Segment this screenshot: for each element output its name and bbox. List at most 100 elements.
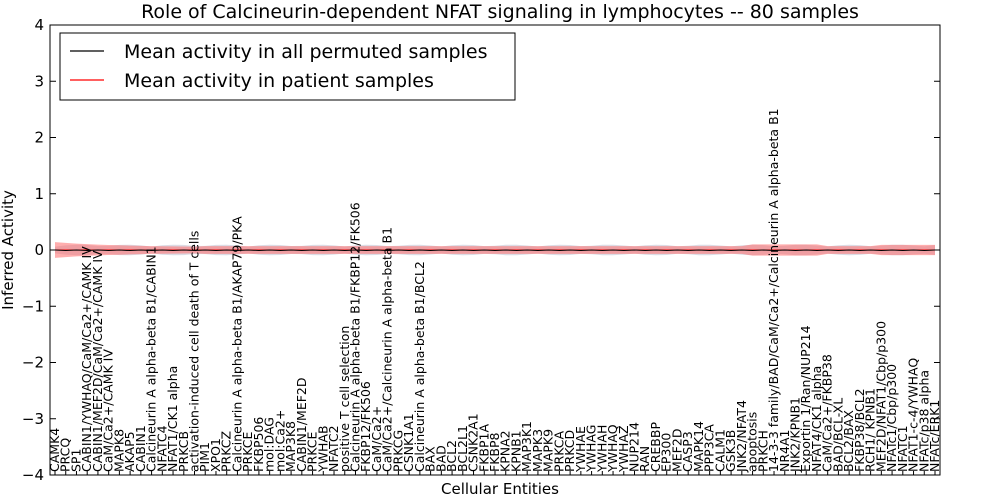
x-tick-label: NFAT1-c-4/YWHAQ — [906, 358, 921, 472]
permuted-mean-line — [54, 249, 936, 252]
x-tick-label: PRKCA — [551, 431, 566, 472]
x-tick-label: PRCQ — [58, 438, 73, 472]
x-tick-label: BAD/BCL-XL — [830, 398, 845, 472]
x-tick-label: Calcineurin A alpha-beta B1/CABIN1 — [144, 246, 159, 472]
x-tick-label: MAPK14 — [691, 421, 706, 472]
x-tick-label: CREBBP — [648, 422, 663, 472]
x-tick-label: PPP3CA — [702, 424, 717, 472]
x-tick-label: CaM/Ca2+/Calcineurin A alpha-beta B1 — [380, 227, 395, 472]
x-tick-label: MEF2D/NFAT1/Cbp/p300 — [873, 321, 888, 472]
x-tick-label: PRKCD — [562, 430, 577, 472]
y-tick-label: −1 — [22, 297, 44, 315]
x-tick-label: KPNA2 — [498, 430, 513, 472]
x-tick-label: SP1 — [69, 449, 84, 472]
x-tick-label: NFATc/ERK1 — [927, 400, 942, 472]
x-tick-label: PRKCE — [305, 432, 320, 472]
x-tick-label: XPO1 — [208, 438, 223, 472]
x-tick-label: NUP214 — [627, 422, 642, 472]
x-tick-label: CaM/Ca2+/CAMK IV — [101, 349, 116, 472]
x-tick-label: NFATC2 — [326, 425, 341, 472]
x-tick-label: GSK3B — [723, 430, 738, 472]
x-tick-label: 14-3-3 family/BAD/CaM/Ca2+/Calcineurin A… — [766, 108, 781, 472]
x-tick-label: YWHAB — [315, 425, 330, 473]
x-tick-label: CSNK1A1 — [401, 413, 416, 472]
y-tick-label: −4 — [22, 466, 44, 484]
x-tick-label: BAD — [433, 445, 448, 472]
x-tick-label: PIM1 — [197, 442, 212, 472]
x-tick-label: CALM1 — [712, 429, 727, 472]
x-tick-label: YWHAG — [584, 425, 599, 473]
x-tick-label: CSNK2A1 — [466, 413, 481, 472]
x-tick-label: EP300 — [659, 433, 674, 472]
x-tick-label: NFAT1/CK1 alpha — [165, 366, 180, 472]
x-tick-label: PRKCE — [240, 432, 255, 472]
legend-label-permuted: Mean activity in all permuted samples — [124, 41, 487, 63]
x-tick-label: BCL2L1 — [455, 425, 470, 472]
x-tick-label: Calcineurin A alpha-beta B1/BCL2 — [412, 261, 427, 472]
y-tick-label: −2 — [22, 354, 44, 372]
legend-label-patient: Mean activity in patient samples — [124, 70, 434, 92]
y-tick-label: 4 — [34, 16, 44, 34]
y-tick-label: 0 — [34, 241, 44, 259]
x-tick-label: apoptosis — [745, 412, 760, 472]
x-tick-label: MAPK9 — [541, 429, 556, 472]
x-tick-label: CaM/Ca2+/FKBP38 — [820, 354, 835, 472]
x-tick-label: CaM/Ca2+ — [369, 406, 384, 472]
x-tick-label: AKAP5 — [122, 431, 137, 472]
y-tick-label: 3 — [34, 72, 44, 90]
x-tick-label: CABIN1/MEF2D/CaM/Ca2+/CAMK IV — [90, 250, 105, 472]
x-tick-label: PRKCG — [390, 430, 405, 472]
x-tick-label: MAP3K8 — [283, 421, 298, 472]
x-tick-label: RAN — [637, 446, 652, 472]
x-tick-label: NFATC4 — [154, 425, 169, 472]
x-tick-label: FKBP12/FK506 — [358, 381, 373, 472]
x-tick-label: MEF2D — [669, 429, 684, 472]
x-tick-label: FKBP8 — [487, 432, 502, 472]
x-tick-label: positive T cell selection — [337, 326, 352, 472]
x-tick-label: FKBP38/BCL2 — [852, 388, 867, 472]
y-axis: 4 3 2 1 0 −1 −2 −3 −4 — [22, 16, 940, 484]
x-tick-label: BCL2 — [444, 440, 459, 472]
x-tick-label: FKBP1A — [476, 424, 491, 472]
x-tick-label: NFATc/p38 alpha — [916, 370, 931, 472]
x-tick-label: YWHAQ — [605, 424, 620, 473]
x-tick-label: BAX — [423, 446, 438, 472]
x-tick-label: FKBP506 — [251, 417, 266, 472]
x-tick-label: BCL2/BAX — [841, 410, 856, 472]
x-tick-label: MAPK3 — [530, 429, 545, 472]
x-tick-label: RCH1/ KPNB1 — [863, 388, 878, 472]
x-tick-label: mol:DAG — [262, 417, 277, 472]
y-axis-label: Inferred Activity — [0, 190, 17, 310]
x-axis-label: Cellular Entities — [441, 480, 559, 498]
x-tick-label: NFATc1/Cbp/p300 — [884, 364, 899, 472]
x-tick-label: CABIN1 — [133, 425, 148, 472]
y-tick-label: −3 — [22, 410, 44, 428]
x-tick-label: CABIN1/MEF2D — [294, 377, 309, 472]
x-tick-label: YWHAE — [573, 426, 588, 473]
y-tick-label: 2 — [34, 129, 44, 147]
x-tick-label: mol:Ca2+ — [272, 410, 287, 472]
x-tick-label: NFATC1 — [895, 425, 910, 472]
x-tick-label: MAPK8 — [111, 429, 126, 472]
x-tick-label: CASP3 — [680, 431, 695, 472]
x-tick-label: Calcineurin A alpha-beta B1/AKAP79/PKA — [229, 216, 244, 472]
x-tick-label: JNK2/NFAT4 — [734, 400, 749, 473]
x-tick-label: YWHAZ — [616, 425, 631, 473]
legend: Mean activity in all permuted samples Me… — [59, 32, 516, 101]
x-tick-label: JNK2/KPNB1 — [788, 397, 803, 473]
y-tick-label: 1 — [34, 185, 44, 203]
chart-title: Role of Calcineurin-dependent NFAT signa… — [141, 1, 859, 23]
x-tick-label: PRKCZ — [219, 431, 234, 472]
x-tick-label: CAMK4 — [47, 428, 62, 472]
mean-lines — [54, 249, 936, 252]
x-tick-label: MAP3K1 — [519, 421, 534, 472]
x-tick-label: activation-induced cell death of T cells — [187, 231, 202, 472]
x-tick-label: KPNB1 — [509, 430, 524, 472]
x-tick-label: CABIN1/YWHAQ/CaM/Ca2+/CAMK IV — [79, 246, 94, 472]
legend-frame — [59, 32, 516, 101]
x-tick-label: PRKCB — [176, 431, 191, 472]
x-tick-label: Exportin 1/Ran/NUP214 — [798, 325, 813, 472]
x-tick-label: PRKCH — [755, 430, 770, 472]
